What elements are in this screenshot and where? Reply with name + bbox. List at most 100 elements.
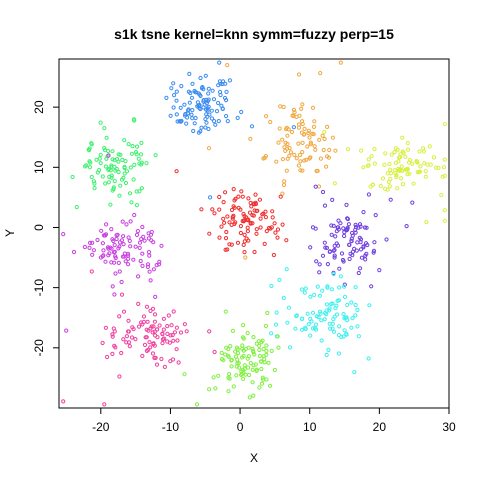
data-point-cluster-7 xyxy=(126,262,131,267)
data-point-cluster-9 xyxy=(105,354,110,360)
data-point-cluster-6 xyxy=(331,223,336,228)
data-point-cluster-8 xyxy=(324,352,329,358)
data-point-cluster-8 xyxy=(327,306,332,311)
data-point-cluster-10 xyxy=(250,346,255,351)
data-point-cluster-6 xyxy=(335,225,340,230)
data-point-cluster-5 xyxy=(241,211,246,217)
data-point-cluster-4 xyxy=(153,153,158,158)
data-point-cluster-1 xyxy=(187,100,192,105)
data-point-cluster-10 xyxy=(226,347,231,352)
data-point-cluster-6 xyxy=(366,192,371,197)
data-point-cluster-7 xyxy=(101,248,106,253)
data-point-cluster-1 xyxy=(235,115,240,121)
data-point-cluster-7 xyxy=(145,262,151,267)
data-point-cluster-4 xyxy=(129,200,134,205)
data-point-cluster-2 xyxy=(302,132,307,137)
data-point-cluster-3 xyxy=(403,154,408,159)
data-point-cluster-1 xyxy=(190,81,195,86)
data-point-cluster-6 xyxy=(356,270,361,276)
data-point-cluster-10 xyxy=(264,343,269,348)
data-point-cluster-4 xyxy=(117,193,122,198)
data-point-cluster-6 xyxy=(353,222,358,227)
data-point-cluster-10 xyxy=(240,355,245,360)
data-point-cluster-7 xyxy=(104,222,109,227)
data-point-cluster-10 xyxy=(230,328,235,333)
x-tick-label: -20 xyxy=(92,420,110,434)
data-point-cluster-7 xyxy=(128,244,133,249)
data-point-cluster-9 xyxy=(127,344,132,349)
data-point-cluster-6 xyxy=(344,228,349,233)
data-point-cluster-7 xyxy=(95,237,100,243)
data-point-cluster-3 xyxy=(372,146,377,152)
data-point-cluster-6 xyxy=(313,184,318,189)
data-point-cluster-4 xyxy=(113,168,118,173)
data-point-cluster-2 xyxy=(274,159,279,164)
data-point-cluster-5 xyxy=(240,194,245,199)
data-point-cluster-2 xyxy=(248,136,253,141)
data-point-cluster-4 xyxy=(106,149,111,154)
data-point-cluster-10 xyxy=(182,372,187,377)
data-point-cluster-7 xyxy=(61,232,66,237)
data-point-cluster-8 xyxy=(356,334,361,339)
data-point-cluster-9 xyxy=(212,349,217,355)
data-point-cluster-6 xyxy=(354,248,359,253)
data-point-cluster-10 xyxy=(254,341,259,346)
data-point-cluster-7 xyxy=(71,249,77,255)
data-point-cluster-10 xyxy=(247,395,252,400)
data-point-cluster-6 xyxy=(362,225,368,230)
data-point-cluster-9 xyxy=(111,326,116,331)
data-point-cluster-3 xyxy=(368,184,373,189)
data-point-cluster-1 xyxy=(201,98,206,103)
data-point-cluster-6 xyxy=(350,233,355,238)
data-point-cluster-8 xyxy=(325,284,330,289)
data-point-cluster-1 xyxy=(206,126,211,132)
data-point-cluster-9 xyxy=(152,355,157,360)
data-point-cluster-5 xyxy=(223,247,228,252)
data-point-cluster-10 xyxy=(227,376,232,381)
data-point-cluster-8 xyxy=(286,305,291,310)
data-point-cluster-6 xyxy=(332,253,337,258)
data-point-cluster-1 xyxy=(239,109,244,115)
data-point-cluster-10 xyxy=(237,365,242,370)
data-point-cluster-6 xyxy=(329,223,334,228)
data-point-cluster-3 xyxy=(410,161,415,166)
data-point-cluster-8 xyxy=(342,328,347,333)
data-point-cluster-10 xyxy=(252,352,257,357)
data-point-cluster-5 xyxy=(227,220,232,225)
data-point-cluster-8 xyxy=(303,326,308,332)
data-point-cluster-3 xyxy=(366,157,371,162)
data-point-cluster-5 xyxy=(258,225,263,230)
data-point-cluster-10 xyxy=(254,367,259,372)
data-point-cluster-8 xyxy=(322,317,327,322)
data-point-cluster-1 xyxy=(225,119,230,124)
data-point-cluster-4 xyxy=(104,135,109,140)
data-point-cluster-6 xyxy=(410,200,415,205)
data-point-cluster-1 xyxy=(171,105,176,110)
data-point-cluster-3 xyxy=(422,161,427,166)
data-point-cluster-4 xyxy=(100,174,105,179)
data-point-cluster-3 xyxy=(421,149,426,154)
data-point-cluster-9 xyxy=(154,327,160,332)
data-point-cluster-6 xyxy=(357,222,363,227)
data-point-cluster-4 xyxy=(98,152,103,157)
data-point-cluster-1 xyxy=(204,101,209,106)
data-point-cluster-8 xyxy=(334,312,340,317)
data-point-cluster-5 xyxy=(222,220,227,225)
data-point-cluster-1 xyxy=(198,106,203,112)
data-point-cluster-4 xyxy=(130,144,135,149)
data-point-cluster-2 xyxy=(317,137,322,142)
data-point-cluster-3 xyxy=(396,166,401,171)
data-point-cluster-3 xyxy=(442,173,447,178)
data-point-cluster-8 xyxy=(308,294,313,299)
data-point-cluster-8 xyxy=(300,316,305,321)
data-point-cluster-6 xyxy=(317,262,322,267)
data-point-cluster-8 xyxy=(342,316,347,321)
data-point-cluster-1 xyxy=(204,120,209,125)
data-point-cluster-6 xyxy=(357,235,362,240)
data-point-cluster-4 xyxy=(107,174,112,179)
data-point-cluster-10 xyxy=(275,334,280,339)
data-point-cluster-8 xyxy=(293,326,298,331)
data-point-cluster-9 xyxy=(150,330,155,335)
data-point-cluster-1 xyxy=(164,95,169,101)
